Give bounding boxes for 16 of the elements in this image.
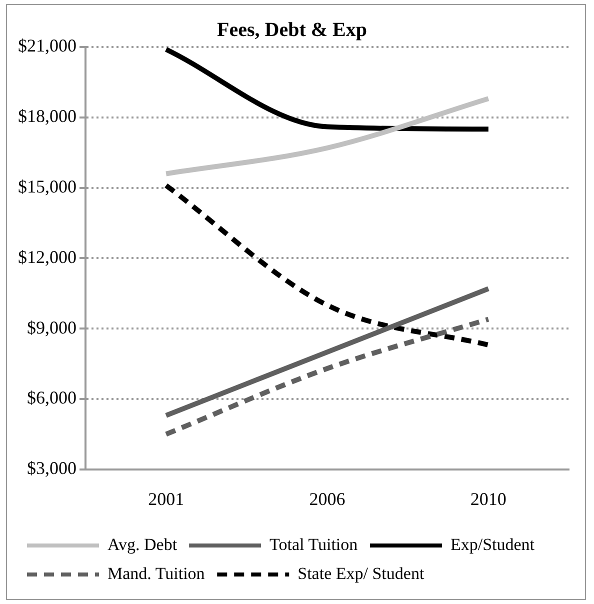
legend-label: Exp/Student <box>450 534 535 554</box>
y-tick-label: $18,000 <box>18 106 76 126</box>
y-tick-label: $6,000 <box>27 388 76 408</box>
legend-label: State Exp/ Student <box>298 564 424 583</box>
legend-label: Mand. Tuition <box>108 564 206 583</box>
y-tick-label: $3,000 <box>27 458 76 478</box>
x-tick-label: 2010 <box>470 488 506 509</box>
x-tick-label: 2001 <box>148 488 184 509</box>
legend-label: Total Tuition <box>270 534 358 554</box>
legend-label: Avg. Debt <box>108 534 178 554</box>
y-tick-label: $15,000 <box>18 176 76 197</box>
y-tick-label: $12,000 <box>18 246 76 267</box>
y-tick-label: $9,000 <box>27 317 76 338</box>
chart-title: Fees, Debt & Exp <box>217 19 367 42</box>
x-tick-label: 2006 <box>309 488 346 509</box>
y-tick-label: $21,000 <box>18 36 76 56</box>
